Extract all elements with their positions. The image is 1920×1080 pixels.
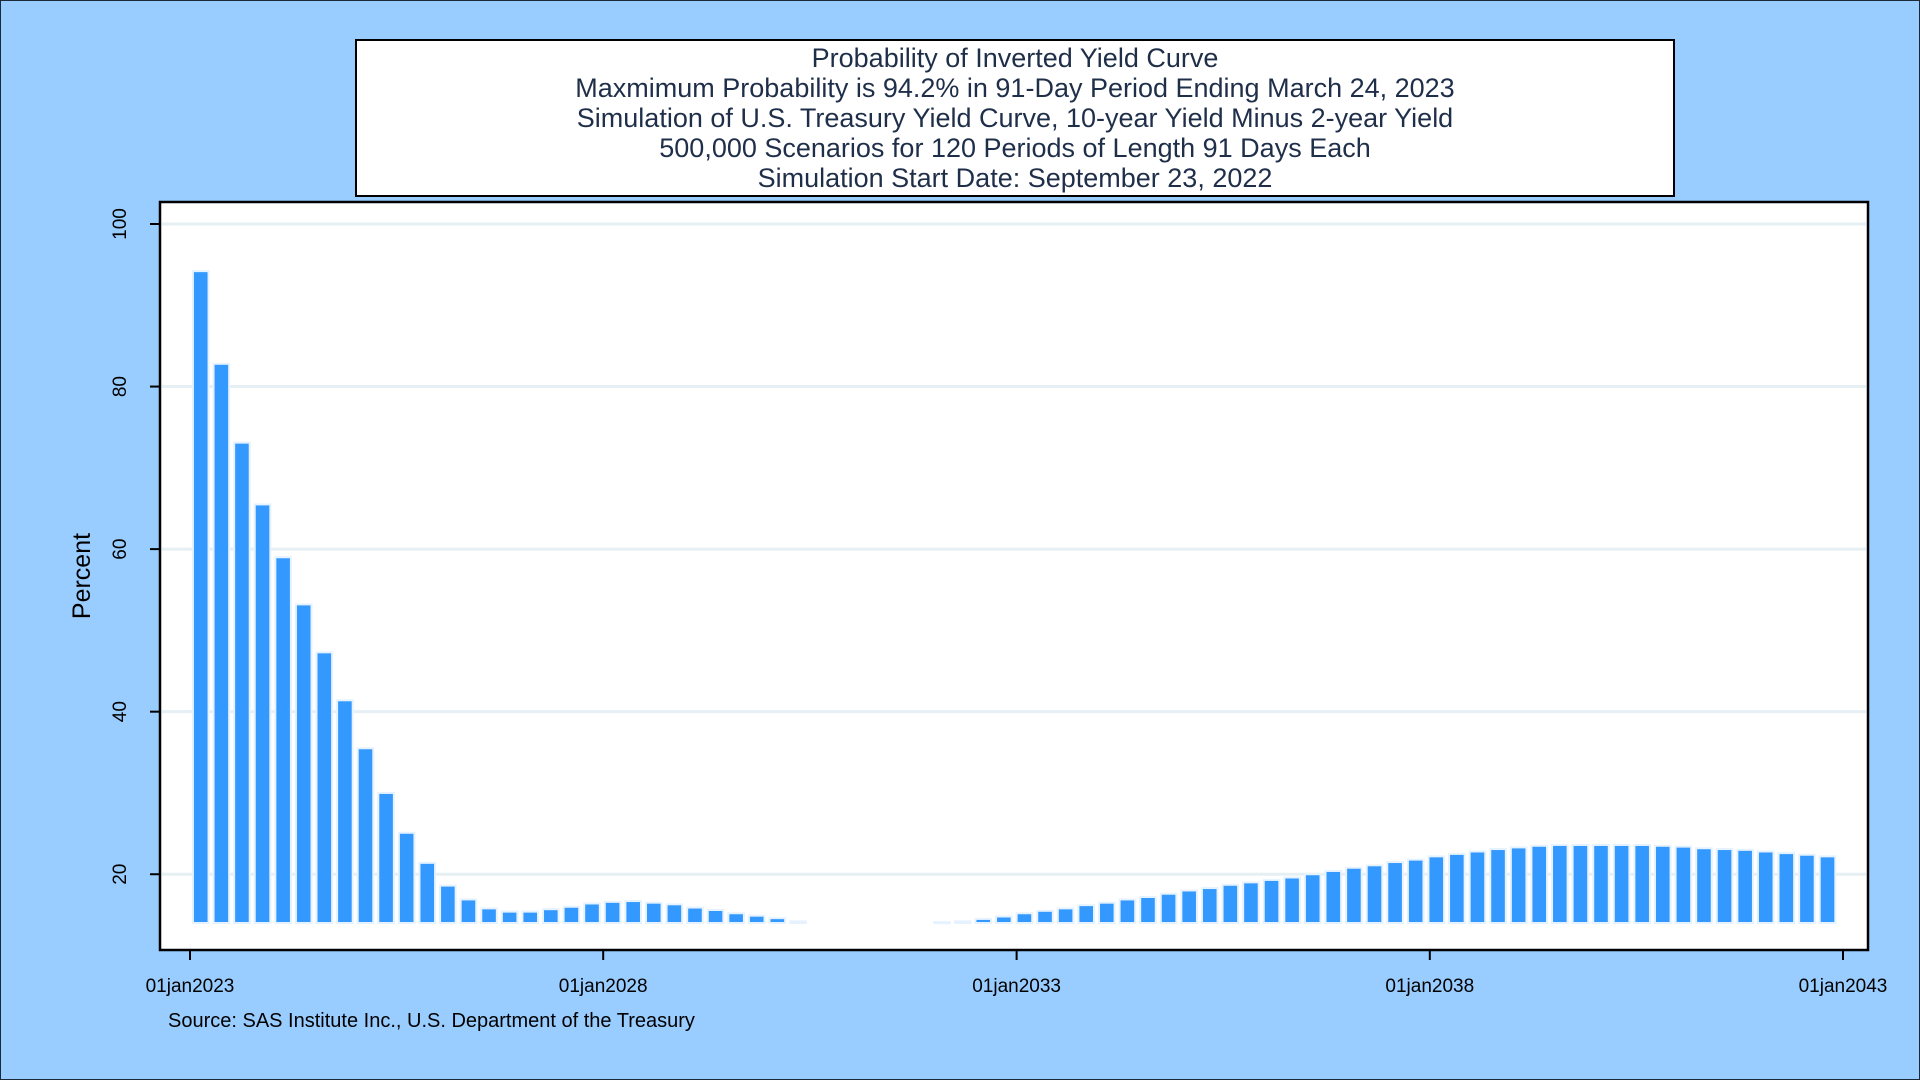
bar [995, 915, 1013, 925]
bar [480, 907, 498, 924]
bar [974, 917, 993, 924]
chart-title-box: Probability of Inverted Yield Curve Maxm… [355, 39, 1675, 197]
bar [1262, 878, 1281, 925]
bar [1159, 892, 1178, 925]
bar [727, 912, 745, 925]
bar [789, 920, 807, 924]
bar [336, 699, 354, 924]
bar [1612, 843, 1631, 925]
bar [768, 917, 787, 924]
bar [1736, 848, 1754, 924]
bar [1798, 853, 1816, 925]
bar [1077, 904, 1096, 924]
y-tick-label: 80 [110, 376, 131, 397]
bar [542, 908, 560, 924]
bar [233, 441, 251, 924]
bar [1489, 848, 1507, 925]
source-note: Source: SAS Institute Inc., U.S. Departm… [168, 1010, 695, 1032]
bar [459, 898, 478, 925]
bar [1221, 883, 1240, 924]
bar [1056, 907, 1075, 924]
x-tick-label: 01jan2033 [972, 976, 1061, 997]
y-axis-title: Percent [68, 533, 96, 619]
y-tick-label: 20 [110, 864, 131, 885]
x-tick-label: 01jan2028 [559, 976, 648, 997]
bar [439, 884, 457, 925]
bar [212, 362, 231, 924]
y-tick-label: 100 [110, 208, 131, 240]
bar [1551, 843, 1569, 925]
bar [1715, 848, 1734, 925]
bar [1448, 852, 1466, 924]
bar [1242, 881, 1260, 925]
bar [1756, 850, 1775, 925]
bar [1653, 844, 1672, 925]
bar [1015, 912, 1034, 925]
bar [1509, 846, 1528, 924]
bar [562, 905, 581, 925]
bar [1345, 866, 1363, 924]
chart-title: Probability of Inverted Yield Curve [811, 43, 1219, 73]
bar [644, 901, 663, 925]
bar [377, 791, 395, 924]
bar [1406, 858, 1425, 925]
bar [1695, 847, 1713, 925]
bar [397, 831, 416, 924]
x-tick-label: 01jan2038 [1385, 976, 1474, 997]
axes: 20 40 60 80 100 01jan2023 01jan2028 01jan2033 01… [110, 208, 1887, 997]
bar [1530, 844, 1549, 925]
bar [1303, 873, 1322, 924]
bar [706, 908, 725, 925]
bar [665, 903, 684, 924]
bar [1324, 869, 1343, 924]
bar [294, 603, 313, 924]
bar [1139, 895, 1157, 925]
bar [933, 921, 951, 925]
bar [356, 747, 375, 924]
bars [191, 270, 1837, 925]
bar [1777, 852, 1796, 924]
chart-subtitle-start-date: Simulation Start Date: September 23, 202… [757, 163, 1273, 193]
bar [603, 900, 622, 924]
bar [1571, 843, 1590, 925]
bar [1386, 861, 1404, 925]
bar [1427, 855, 1446, 924]
bar [1633, 843, 1651, 925]
bar [1818, 855, 1837, 924]
bar [418, 861, 437, 925]
bar [953, 920, 972, 924]
bar [1365, 864, 1384, 925]
bar [1592, 843, 1610, 925]
plot-area [158, 200, 1870, 952]
bar [253, 503, 272, 924]
bar [583, 902, 601, 925]
bar [624, 900, 642, 924]
bar [274, 556, 292, 925]
bar [191, 270, 210, 924]
bar [315, 651, 334, 924]
chart-subtitle-scenarios: 500,000 Scenarios for 120 Periods of Len… [659, 133, 1371, 163]
bar [500, 910, 519, 924]
bar [747, 914, 766, 924]
bar [1200, 887, 1219, 924]
bar [1468, 850, 1487, 925]
y-tick-label: 60 [110, 539, 131, 560]
bar [521, 910, 540, 924]
chart-subtitle-max-probability: Maxmimum Probability is 94.2% in 91-Day … [575, 73, 1455, 103]
bar [1180, 889, 1198, 924]
bar [1674, 845, 1693, 924]
bar [686, 906, 704, 925]
bar [1118, 898, 1137, 925]
gridlines [162, 222, 1866, 876]
bar [1036, 909, 1054, 925]
x-tick-label: 01jan2043 [1799, 976, 1888, 997]
x-tick-label: 01jan2023 [146, 976, 235, 997]
bar [1098, 901, 1116, 925]
bar [1283, 876, 1301, 924]
chart-subtitle-simulation: Simulation of U.S. Treasury Yield Curve,… [576, 103, 1454, 133]
y-tick-label: 40 [110, 701, 131, 722]
